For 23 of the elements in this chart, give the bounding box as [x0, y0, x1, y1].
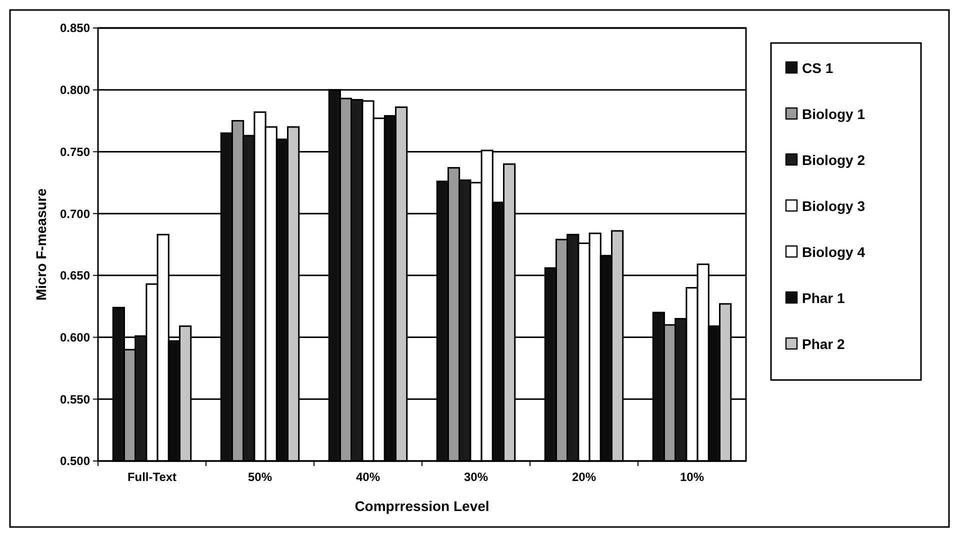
x-tick-label: 10%: [680, 470, 704, 484]
y-tick-label: 0.750: [60, 144, 90, 159]
y-tick-label: 0.650: [60, 268, 90, 283]
x-tick-label: 40%: [356, 470, 380, 484]
x-axis-title: Comprression Level: [354, 498, 490, 514]
y-axis-title: Micro F-measure: [33, 188, 49, 301]
x-tick-label: Full-Text: [127, 470, 177, 484]
y-tick-label: 0.850: [60, 21, 90, 36]
x-tick-label: 30%: [464, 470, 488, 484]
legend-label: Phar 1: [802, 290, 846, 306]
y-tick-label: 0.800: [60, 83, 90, 98]
y-tick-label: 0.700: [60, 206, 90, 221]
legend-label: Biology 2: [802, 152, 866, 168]
legend-label: Biology 3: [802, 198, 866, 214]
legend-label: CS 1: [802, 60, 834, 76]
legend-label: Biology 1: [802, 106, 866, 122]
legend-label: Phar 2: [802, 336, 846, 352]
y-tick-label: 0.500: [60, 454, 90, 468]
x-tick-label: 50%: [248, 470, 272, 484]
y-tick-label: 0.550: [60, 392, 90, 406]
y-tick-label: 0.600: [60, 330, 90, 344]
x-tick-label: 20%: [572, 470, 596, 484]
legend-label: Biology 4: [802, 244, 866, 260]
